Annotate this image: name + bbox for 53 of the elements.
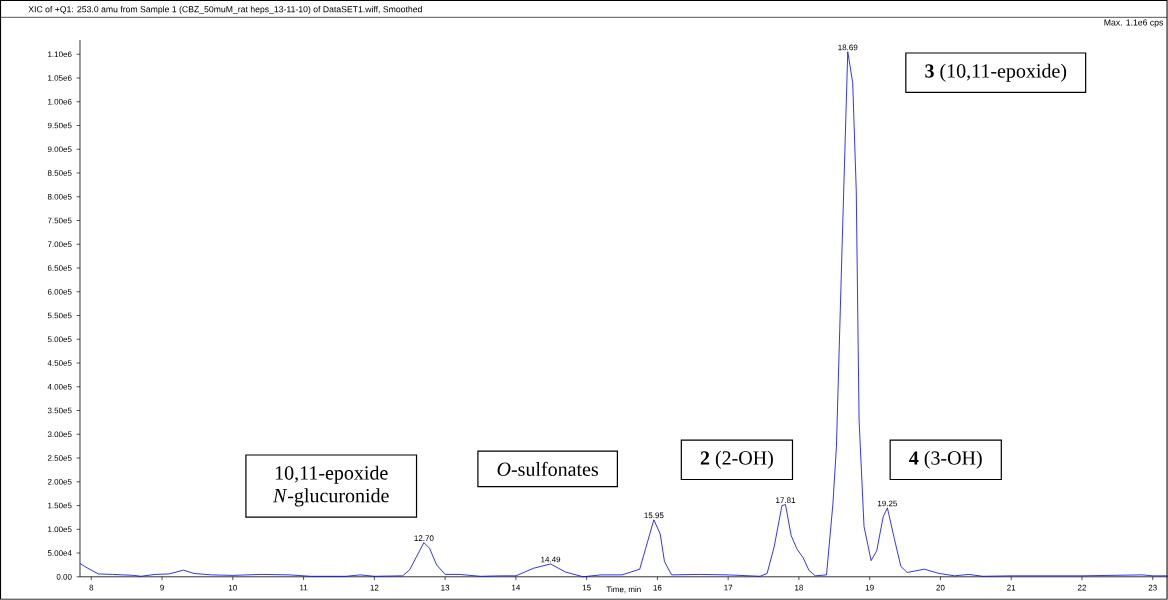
y-tick-label: 2.00e5: [47, 479, 72, 485]
x-tick-label: 12: [370, 584, 379, 591]
x-tick-label: 13: [441, 584, 450, 591]
x-tick-label: 20: [936, 584, 945, 591]
y-tick-label: 1.00e6: [48, 99, 72, 105]
annotation: 19.25: [877, 500, 898, 507]
y-tick-label: 8.50e5: [47, 170, 72, 176]
annotation: O-sulfonates: [497, 461, 598, 477]
y-tick-label: 7.50e5: [47, 217, 72, 224]
annotation: 17.81: [776, 497, 796, 504]
y-tick-label: 1.50e5: [48, 502, 72, 509]
annotation: 4 (3-OH): [909, 450, 982, 469]
y-tick-label: 9.50e5: [47, 122, 72, 129]
x-tick-label: 19: [865, 584, 874, 591]
x-tick-label: 23: [1148, 584, 1157, 591]
chart-title: XIC of +Q1: 253.0 amu from Sample 1 (CBZ_50muM_rat heps_13-11-10) of DataSET1.wiff, Smoothed: [28, 6, 422, 15]
annotation: 12.70: [414, 535, 434, 542]
y-tick-label: 7.00e5: [47, 241, 72, 248]
annotation: 2 (2-OH): [700, 450, 773, 469]
y-tick-label: 6.00e5: [47, 289, 72, 295]
y-tick-label: 3.00e5: [47, 431, 72, 438]
text: Max. 1.1e6 cps: [1104, 19, 1164, 28]
x-tick-label: 9: [160, 584, 164, 591]
y-tick-label: 2.50e5: [47, 455, 72, 461]
y-tick-label: 8.00e5: [47, 194, 72, 200]
y-tick-label: 5.00e5: [47, 336, 72, 343]
x-tick-label: 10: [228, 584, 237, 591]
y-tick-label: 1.00e5: [48, 526, 72, 533]
y-tick-label: 1.10e6: [48, 51, 72, 58]
y-tick-label: 5.00e4: [47, 550, 72, 556]
x-axis-title: Time, min: [606, 586, 641, 594]
x-tick-label: 22: [1077, 584, 1087, 591]
x-tick-label: 11: [300, 584, 308, 591]
annotation: 18.69: [838, 44, 858, 51]
y-tick-label: 5.50e5: [47, 312, 72, 319]
x-tick-label: 15: [582, 584, 591, 591]
x-tick-label: 14: [512, 584, 521, 591]
x-tick-label: 18: [795, 584, 804, 591]
y-tick-label: 4.50e5: [47, 360, 72, 366]
y-tick-label: 9.00e5: [47, 146, 72, 153]
y-tick-label: 0.00: [56, 574, 72, 580]
annotation: 3 (10,11-epoxide): [925, 63, 1067, 82]
x-tick-label: 8: [89, 584, 94, 591]
y-tick-label: 4.00e5: [47, 384, 72, 390]
y-tick-label: 1.05e6: [48, 75, 72, 81]
x-tick-label: 16: [653, 584, 662, 591]
y-tick-label: 3.50e5: [47, 407, 72, 414]
annotation: 14.49: [541, 556, 561, 563]
annotation: 15.95: [644, 512, 664, 519]
annotation: 10,11-epoxide N-glucuronide: [272, 465, 389, 507]
x-tick-label: 17: [724, 584, 733, 591]
y-tick-label: 6.50e5: [47, 265, 72, 271]
x-tick-label: 21: [1007, 584, 1016, 591]
